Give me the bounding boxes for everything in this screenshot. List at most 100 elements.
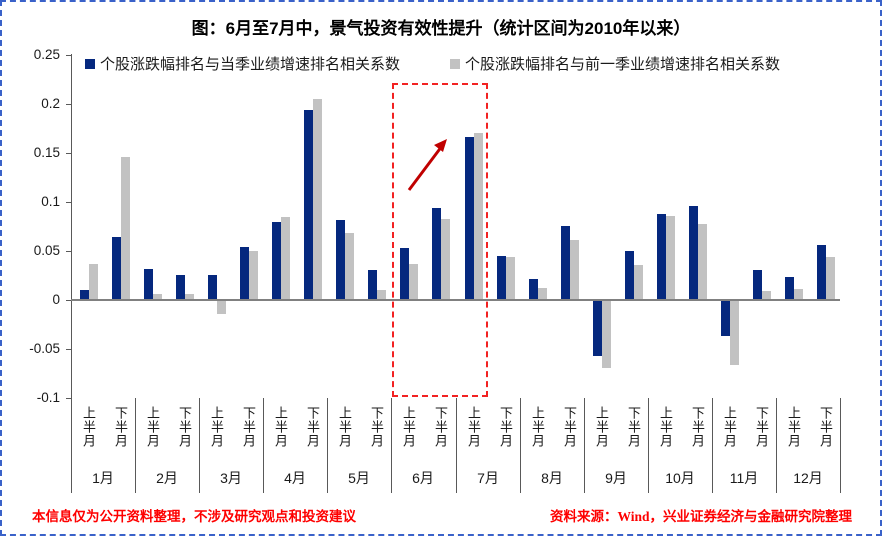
legend-item-previous-quarter: 个股涨跌幅排名与前一季业绩增速排名相关系数 [450,53,780,74]
month-separator [199,398,200,493]
legend-swatch-gray [450,58,461,69]
bar-current-quarter [336,220,345,300]
disclaimer-text: 本信息仅为公开资料整理，不涉及研究观点和投资建议 [32,509,356,524]
month-label: 6月 [412,470,434,486]
y-tick-label: 0.05 [33,243,60,258]
bar-previous-quarter [153,294,162,300]
source-text: 资料来源：Wind，兴业证券经济与金融研究院整理 [549,509,852,524]
month-separator [71,398,72,493]
y-tick-label: -0.05 [29,341,60,356]
y-axis-line [71,54,72,406]
y-axis-tick [66,251,71,252]
month-label: 4月 [284,470,306,486]
bar-current-quarter [368,270,377,300]
bar-previous-quarter [538,288,547,300]
y-tick-label: 0 [52,292,60,307]
y-axis-tick [66,153,71,154]
bar-current-quarter [465,137,474,300]
y-axis-tick [66,300,71,301]
bar-current-quarter [497,256,506,300]
month-separator [391,398,392,493]
half-month-label: 上半月 [401,406,416,448]
bar-current-quarter [176,275,185,300]
bar-current-quarter [432,208,441,300]
bar-previous-quarter [441,219,450,300]
bar-current-quarter [785,277,794,300]
bar-previous-quarter [89,264,98,300]
y-tick-label: -0.1 [36,390,60,405]
y-axis-tick [66,398,71,399]
bar-previous-quarter [313,99,322,300]
half-month-label: 下半月 [433,406,448,448]
bar-current-quarter [240,247,249,300]
bar-current-quarter [561,226,570,300]
month-separator [648,398,649,493]
bar-previous-quarter [698,224,707,300]
legend-item-current-quarter: 个股涨跌幅排名与当季业绩增速排名相关系数 [85,53,400,74]
bar-current-quarter [304,110,313,300]
bar-current-quarter [593,301,602,356]
month-separator [584,398,585,493]
bar-current-quarter [657,214,666,300]
month-separator [712,398,713,493]
legend-label-previous-quarter: 个股涨跌幅排名与前一季业绩增速排名相关系数 [465,56,781,73]
month-separator [776,398,777,493]
month-label: 3月 [220,470,242,486]
month-separator [456,398,457,493]
half-month-label: 下半月 [369,406,384,448]
half-month-label: 下半月 [305,406,320,448]
month-label: 2月 [156,470,178,486]
y-axis-tick [66,202,71,203]
month-label: 12月 [793,470,823,486]
bar-previous-quarter [634,265,643,300]
bar-current-quarter [817,245,826,300]
bar-previous-quarter [730,301,739,365]
bar-current-quarter [689,206,698,300]
month-separator [520,398,521,493]
month-separator [263,398,264,493]
x-axis-zero-line [71,299,840,301]
half-month-label: 上半月 [209,406,224,448]
y-tick-label: 0.2 [41,96,60,111]
bar-previous-quarter [121,157,130,300]
bar-previous-quarter [217,301,226,314]
bar-current-quarter [400,248,409,300]
month-label: 8月 [541,470,563,486]
month-separator [135,398,136,493]
half-month-label: 上半月 [594,406,609,448]
legend-swatch-blue [85,58,95,69]
legend: 个股涨跌幅排名与当季业绩增速排名相关系数 个股涨跌幅排名与前一季业绩增速排名相关… [85,53,780,74]
half-month-label: 上半月 [530,406,545,448]
y-axis-tick [66,104,71,105]
half-month-label: 上半月 [81,406,96,448]
y-tick-label: 0.15 [33,145,60,160]
half-month-label: 上半月 [273,406,288,448]
half-month-label: 下半月 [626,406,641,448]
bar-previous-quarter [249,251,258,300]
bar-previous-quarter [345,233,354,300]
half-month-label: 下半月 [562,406,577,448]
bar-current-quarter [272,222,281,300]
bar-previous-quarter [409,264,418,300]
month-label: 10月 [665,470,695,486]
bar-current-quarter [80,290,89,300]
half-month-label: 上半月 [337,406,352,448]
half-month-label: 上半月 [658,406,673,448]
month-label: 9月 [605,470,627,486]
bar-current-quarter [753,270,762,300]
y-axis-tick [66,349,71,350]
month-label: 5月 [348,470,370,486]
half-month-label: 下半月 [818,406,833,448]
month-separator [840,398,841,493]
bar-previous-quarter [602,301,611,368]
bar-previous-quarter [570,240,579,300]
half-month-label: 上半月 [145,406,160,448]
bar-previous-quarter [794,289,803,300]
month-label: 7月 [477,470,499,486]
legend-label-current-quarter: 个股涨跌幅排名与当季业绩增速排名相关系数 [100,56,401,73]
bar-previous-quarter [281,217,290,300]
month-separator [327,398,328,493]
half-month-label: 下半月 [498,406,513,448]
